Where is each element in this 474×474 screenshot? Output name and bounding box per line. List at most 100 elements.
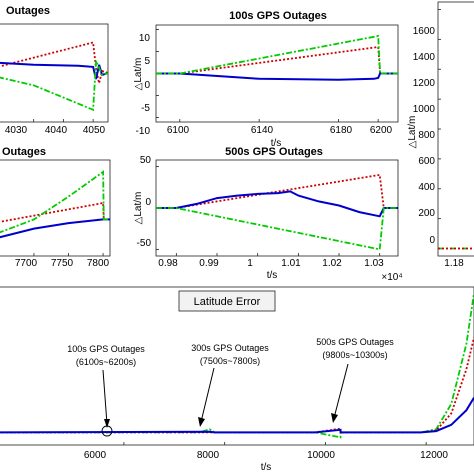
panel-top-right-frame: [437, 1, 474, 257]
panel-top-right-ylabel: △Lat/m: [407, 116, 418, 149]
panel-bottom-plot: [0, 293, 474, 445]
annotation-100s-line2: (6100s~6200s): [76, 357, 136, 367]
x-tick-label: 12000: [420, 450, 448, 461]
panel-top-left-xticks: 4030 4040 4050: [5, 125, 106, 136]
panel-top-right-yticks: 1600 1400 1200 1000 800 600 400 200 0: [413, 26, 436, 246]
panel-bottom-title-box: [178, 290, 276, 312]
x-tick-label: 1.01: [281, 258, 301, 269]
y-tick-label: 0: [429, 235, 435, 246]
annotation-300s: 300s GPS Outages (7500s~7800s): [191, 343, 269, 427]
series-line-solid: [156, 72, 398, 81]
x-tick-label: 10000: [307, 450, 335, 461]
x-tick-label: 6000: [84, 450, 107, 461]
x-tick-label: 1.02: [322, 258, 342, 269]
x-tick-label: 4030: [5, 125, 28, 136]
panel-bottom-xlabel: t/s: [261, 462, 272, 473]
y-tick-label: 600: [418, 156, 435, 167]
panel-middle-middle-ylabel: △Lat/m: [133, 192, 144, 225]
series-line-dashdot: [156, 34, 398, 75]
x-tick-label: 6100: [167, 125, 190, 136]
panel-middle-middle-title: 500s GPS Outages: [225, 146, 323, 158]
y-tick-label: -10: [136, 126, 151, 137]
annotation-100s-arrow: [102, 369, 108, 425]
panel-top-middle-xlabel: t/s: [271, 138, 282, 149]
panel-middle-middle-xticks: 0.98 0.99 1 1.01 1.02 1.03: [158, 258, 384, 269]
x-tick-label: 6180: [330, 125, 353, 136]
x-tick-label: 7700: [15, 258, 38, 269]
annotation-500s-line2: (9800s~10300s): [322, 350, 387, 360]
y-tick-label: 800: [418, 130, 435, 141]
x-tick-label: 6140: [251, 125, 274, 136]
y-tick-label: 200: [418, 208, 435, 219]
y-tick-label: 1200: [413, 78, 436, 89]
y-tick-label: 0: [144, 80, 150, 91]
panel-bottom-title: Latitude Error: [194, 296, 261, 308]
panel-bottom-xticks: 6000 8000 10000 12000: [84, 450, 448, 461]
series-line-dashdot: [0, 293, 474, 439]
panel-top-left: Outages 4030 4040 4050: [0, 5, 109, 136]
y-tick-label: 50: [140, 155, 152, 166]
y-tick-label: 1400: [413, 52, 436, 63]
series-line-dotted: [0, 337, 474, 434]
annotation-300s-line1: 300s GPS Outages: [191, 343, 269, 353]
panel-top-right: 1600 1400 1200 1000 800 600 400 200 0 △L…: [407, 1, 474, 257]
panel-middle-middle: 500s GPS Outages 50 0 -50 0.98 0.99 1 1.…: [133, 146, 403, 283]
series-line-solid: [156, 190, 398, 218]
y-tick-label: -5: [141, 103, 150, 114]
series-line-dotted: [156, 173, 398, 209]
panel-middle-middle-exponent: ×10⁴: [381, 272, 402, 283]
annotation-100s-marker: [101, 425, 113, 437]
annotation-500s: 500s GPS Outages (9800s~10300s): [316, 337, 394, 423]
annotation-500s-arrowhead: [331, 413, 338, 423]
panel-middle-left-plot: [0, 170, 110, 256]
annotation-500s-arrow: [333, 363, 349, 419]
y-tick-label: 10: [139, 33, 151, 44]
panel-top-middle-xticks: 6100 6140 6180 6200: [167, 125, 393, 136]
panel-top-left-title: Outages: [6, 5, 50, 17]
panel-middle-middle-frame: [155, 159, 399, 257]
series-line-dotted: [156, 45, 398, 75]
series-line-dashdot: [0, 60, 108, 112]
series-line-solid: [0, 61, 108, 80]
panel-middle-middle-xlabel: t/s: [267, 270, 278, 281]
panel-top-middle: 100s GPS Outages 10 5 0 -5 -10 6100 6140…: [133, 10, 399, 149]
panel-top-left-plot: [0, 41, 108, 122]
panel-middle-middle-plot: [156, 166, 398, 256]
annotation-500s-line1: 500s GPS Outages: [316, 337, 394, 347]
y-tick-label: 0: [145, 197, 151, 208]
panel-middle-left-xticks: 7700 7750 7800: [15, 258, 110, 269]
x-tick-label: 4050: [83, 125, 106, 136]
y-tick-label: 1600: [413, 26, 436, 37]
x-tick-label: 4040: [45, 125, 68, 136]
panel-bottom: Latitude Error 100s GPS Outages (6100s~6…: [0, 286, 474, 473]
x-tick-label: 1.03: [364, 258, 384, 269]
annotation-300s-line2: (7500s~7800s): [200, 356, 260, 366]
x-tick-label: 6200: [370, 125, 393, 136]
annotation-100s-arrowhead: [104, 419, 110, 428]
x-tick-label: 1.18: [444, 258, 464, 269]
panel-top-middle-title: 100s GPS Outages: [229, 10, 327, 22]
x-tick-label: 0.98: [158, 258, 178, 269]
panel-middle-left-frame: [0, 159, 111, 257]
panel-bottom-frame: [0, 286, 474, 446]
series-line-solid: [0, 218, 110, 239]
y-tick-label: -50: [137, 238, 152, 249]
panel-top-right-plot: [438, 9, 474, 250]
annotation-100s-line1: 100s GPS Outages: [67, 344, 145, 354]
annotation-300s-arrow: [200, 367, 215, 423]
y-tick-label: 400: [418, 182, 435, 193]
series-line-dashdot: [156, 207, 398, 251]
annotation-300s-arrowhead: [198, 417, 205, 427]
y-tick-label: 1000: [413, 104, 436, 115]
panel-top-middle-ylabel: △Lat/m: [133, 58, 144, 91]
series-line-dotted: [0, 201, 110, 223]
panel-middle-left: Outages 7700 7750 7800: [0, 146, 111, 269]
x-tick-label: 1: [247, 258, 253, 269]
x-tick-label: 8000: [197, 450, 220, 461]
x-tick-label: 0.99: [199, 258, 219, 269]
x-tick-label: 7800: [87, 258, 110, 269]
series-line-dashdot: [0, 170, 110, 234]
panel-top-middle-yticks: 10 5 0 -5 -10: [136, 33, 151, 137]
panel-middle-middle-yticks: 50 0 -50: [137, 155, 152, 249]
